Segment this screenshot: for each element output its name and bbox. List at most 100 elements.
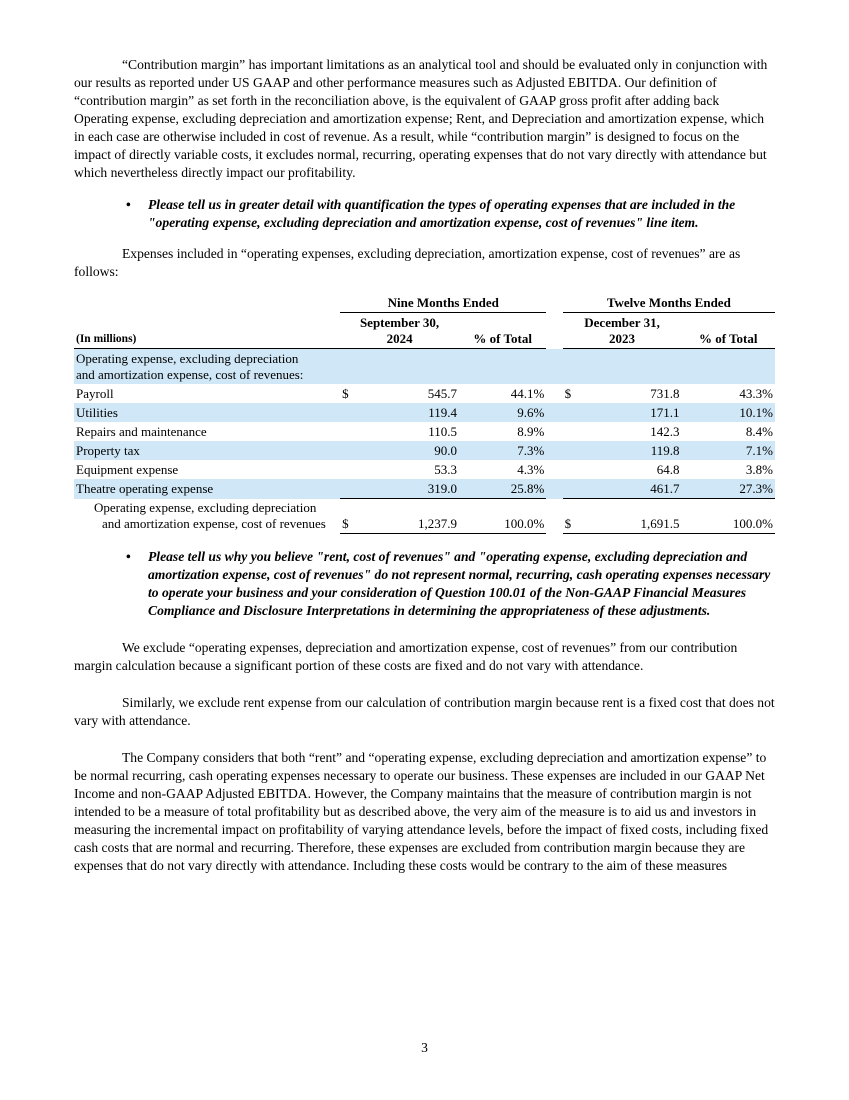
total-value-cell: $1,237.9 bbox=[340, 498, 459, 534]
in-millions-label: (In millions) bbox=[74, 312, 341, 349]
pct-cell: 9.6% bbox=[517, 404, 545, 420]
dollar-sign: $ bbox=[342, 385, 349, 401]
gap-cell bbox=[546, 441, 562, 460]
total-pct-cell: 100.0% bbox=[681, 498, 775, 534]
column-header-pct-total-2: % of Total bbox=[681, 312, 775, 349]
dollar-sign bbox=[340, 403, 360, 422]
pct-cell: 44.1% bbox=[510, 385, 545, 401]
value-cell: 545.7 bbox=[427, 385, 457, 401]
total-value: 1,691.5 bbox=[640, 515, 680, 531]
pct-cell: 7.3% bbox=[517, 442, 545, 458]
paragraph-contribution-margin-limitations: “Contribution margin” has important limi… bbox=[74, 57, 768, 180]
page-content: “Contribution margin” has important limi… bbox=[74, 0, 775, 875]
total-label-line1: Operating expense, excluding depreciatio… bbox=[94, 500, 317, 515]
table-row-utilities: Utilities 119.4 9.6% 171.1 10.1% bbox=[74, 403, 775, 422]
dollar-sign: $ bbox=[342, 515, 349, 531]
paragraph-expenses-intro: Expenses included in “operating expenses… bbox=[74, 246, 741, 279]
table-column-header-row: (In millions) September 30, 2024 % of Tot… bbox=[74, 312, 775, 349]
gap-cell bbox=[546, 293, 562, 313]
pct-cell: 8.9% bbox=[517, 423, 545, 439]
dollar-sign bbox=[563, 479, 583, 499]
column-header-pct-total-1: % of Total bbox=[458, 312, 547, 349]
dollar-sign: $ bbox=[564, 515, 572, 531]
total-value-cell: $1,691.5 bbox=[562, 498, 682, 534]
section-label-line1: Operating expense, excluding depreciatio… bbox=[76, 350, 299, 366]
value-cell: 461.7 bbox=[650, 480, 680, 496]
paragraph-company-considers: The Company considers that both “rent” a… bbox=[74, 750, 769, 873]
row-label: Repairs and maintenance bbox=[76, 423, 207, 439]
bullet-question-operating-expense-detail: Please tell us in greater detail with qu… bbox=[126, 196, 775, 232]
gap-cell bbox=[546, 403, 562, 422]
period1-month: September 30, bbox=[359, 314, 440, 330]
section-label-line2: and amortization expense, cost of revenu… bbox=[76, 366, 304, 382]
gap-cell bbox=[546, 499, 562, 534]
column-header-sept-2024: September 30, 2024 bbox=[340, 312, 459, 349]
operating-expense-table: Nine Months Ended Twelve Months Ended (I… bbox=[74, 293, 775, 534]
table-row-payroll: Payroll $ 545.7 44.1% $ 731.8 43.3% bbox=[74, 384, 775, 403]
dollar-sign bbox=[340, 460, 360, 479]
table-row-theatre: Theatre operating expense 319.0 25.8% 46… bbox=[74, 479, 775, 499]
dollar-sign: $ bbox=[564, 385, 572, 401]
row-label: Theatre operating expense bbox=[76, 481, 214, 496]
column-header-dec-2023: December 31, 2023 bbox=[562, 312, 682, 349]
bullet-list-1: Please tell us in greater detail with qu… bbox=[74, 196, 775, 232]
gap-cell bbox=[546, 384, 562, 403]
value-cell: 119.8 bbox=[650, 442, 680, 458]
gap-cell bbox=[546, 460, 562, 479]
bullet-question-rent-normal-recurring: Please tell us why you believe "rent, co… bbox=[126, 548, 775, 620]
row-label: Property tax bbox=[76, 442, 140, 458]
pct-cell: 8.4% bbox=[745, 423, 773, 439]
dollar-sign bbox=[563, 403, 583, 422]
pct-cell: 25.8% bbox=[510, 480, 545, 496]
period1-year: 2024 bbox=[386, 330, 413, 346]
period2-year: 2023 bbox=[609, 330, 636, 346]
table-row-equipment: Equipment expense 53.3 4.3% 64.8 3.8% bbox=[74, 460, 775, 479]
period2-month: December 31, bbox=[584, 314, 660, 330]
table-section-header-row: Operating expense, excluding depreciatio… bbox=[74, 348, 775, 385]
pct-cell: 27.3% bbox=[739, 480, 773, 496]
dollar-sign bbox=[340, 441, 360, 460]
total-pct-cell: 100.0% bbox=[458, 498, 547, 534]
table-row-repairs: Repairs and maintenance 110.5 8.9% 142.3… bbox=[74, 422, 775, 441]
section-label: Operating expense, excluding depreciatio… bbox=[74, 349, 775, 385]
group-header-nine-months: Nine Months Ended bbox=[340, 293, 547, 313]
row-label: Equipment expense bbox=[76, 461, 179, 477]
total-value: 1,237.9 bbox=[417, 515, 457, 531]
table-row-property-tax: Property tax 90.0 7.3% 119.8 7.1% bbox=[74, 441, 775, 460]
value-cell: 53.3 bbox=[434, 461, 457, 477]
gap-cell bbox=[546, 479, 562, 499]
dollar-sign bbox=[340, 422, 360, 441]
gap-cell bbox=[546, 313, 562, 349]
dollar-sign bbox=[340, 479, 360, 499]
value-cell: 171.1 bbox=[650, 404, 680, 420]
value-cell: 142.3 bbox=[650, 423, 680, 439]
group-header-twelve-months: Twelve Months Ended bbox=[562, 293, 775, 313]
gap-cell bbox=[546, 422, 562, 441]
row-label: Utilities bbox=[76, 404, 118, 420]
value-cell: 64.8 bbox=[656, 461, 680, 477]
pct-cell: 4.3% bbox=[517, 461, 545, 477]
dollar-sign bbox=[563, 460, 583, 479]
pct-cell: 7.1% bbox=[745, 442, 773, 458]
paragraph-exclude-operating-expenses: We exclude “operating expenses, deprecia… bbox=[74, 640, 738, 673]
bullet-list-2: Please tell us why you believe "rent, co… bbox=[74, 548, 775, 620]
pct-cell: 3.8% bbox=[745, 461, 773, 477]
page-number: 3 bbox=[421, 1040, 428, 1055]
value-cell: 110.5 bbox=[428, 423, 457, 439]
value-cell: 119.4 bbox=[428, 404, 457, 420]
total-label-line2: and amortization expense, cost of revenu… bbox=[102, 516, 326, 531]
table-total-row: Operating expense, excluding depreciatio… bbox=[74, 498, 775, 534]
paragraph-exclude-rent: Similarly, we exclude rent expense from … bbox=[74, 695, 775, 728]
dollar-sign bbox=[563, 441, 583, 460]
empty-cell bbox=[74, 293, 340, 313]
table-group-header-row: Nine Months Ended Twelve Months Ended bbox=[74, 293, 775, 313]
value-cell: 90.0 bbox=[434, 442, 457, 458]
row-label: Payroll bbox=[76, 385, 114, 401]
dollar-sign bbox=[563, 422, 583, 441]
pct-cell: 10.1% bbox=[739, 404, 773, 420]
value-cell: 731.8 bbox=[650, 385, 680, 401]
total-row-label: Operating expense, excluding depreciatio… bbox=[74, 499, 340, 534]
value-cell: 319.0 bbox=[427, 480, 457, 496]
pct-cell: 43.3% bbox=[739, 385, 773, 401]
